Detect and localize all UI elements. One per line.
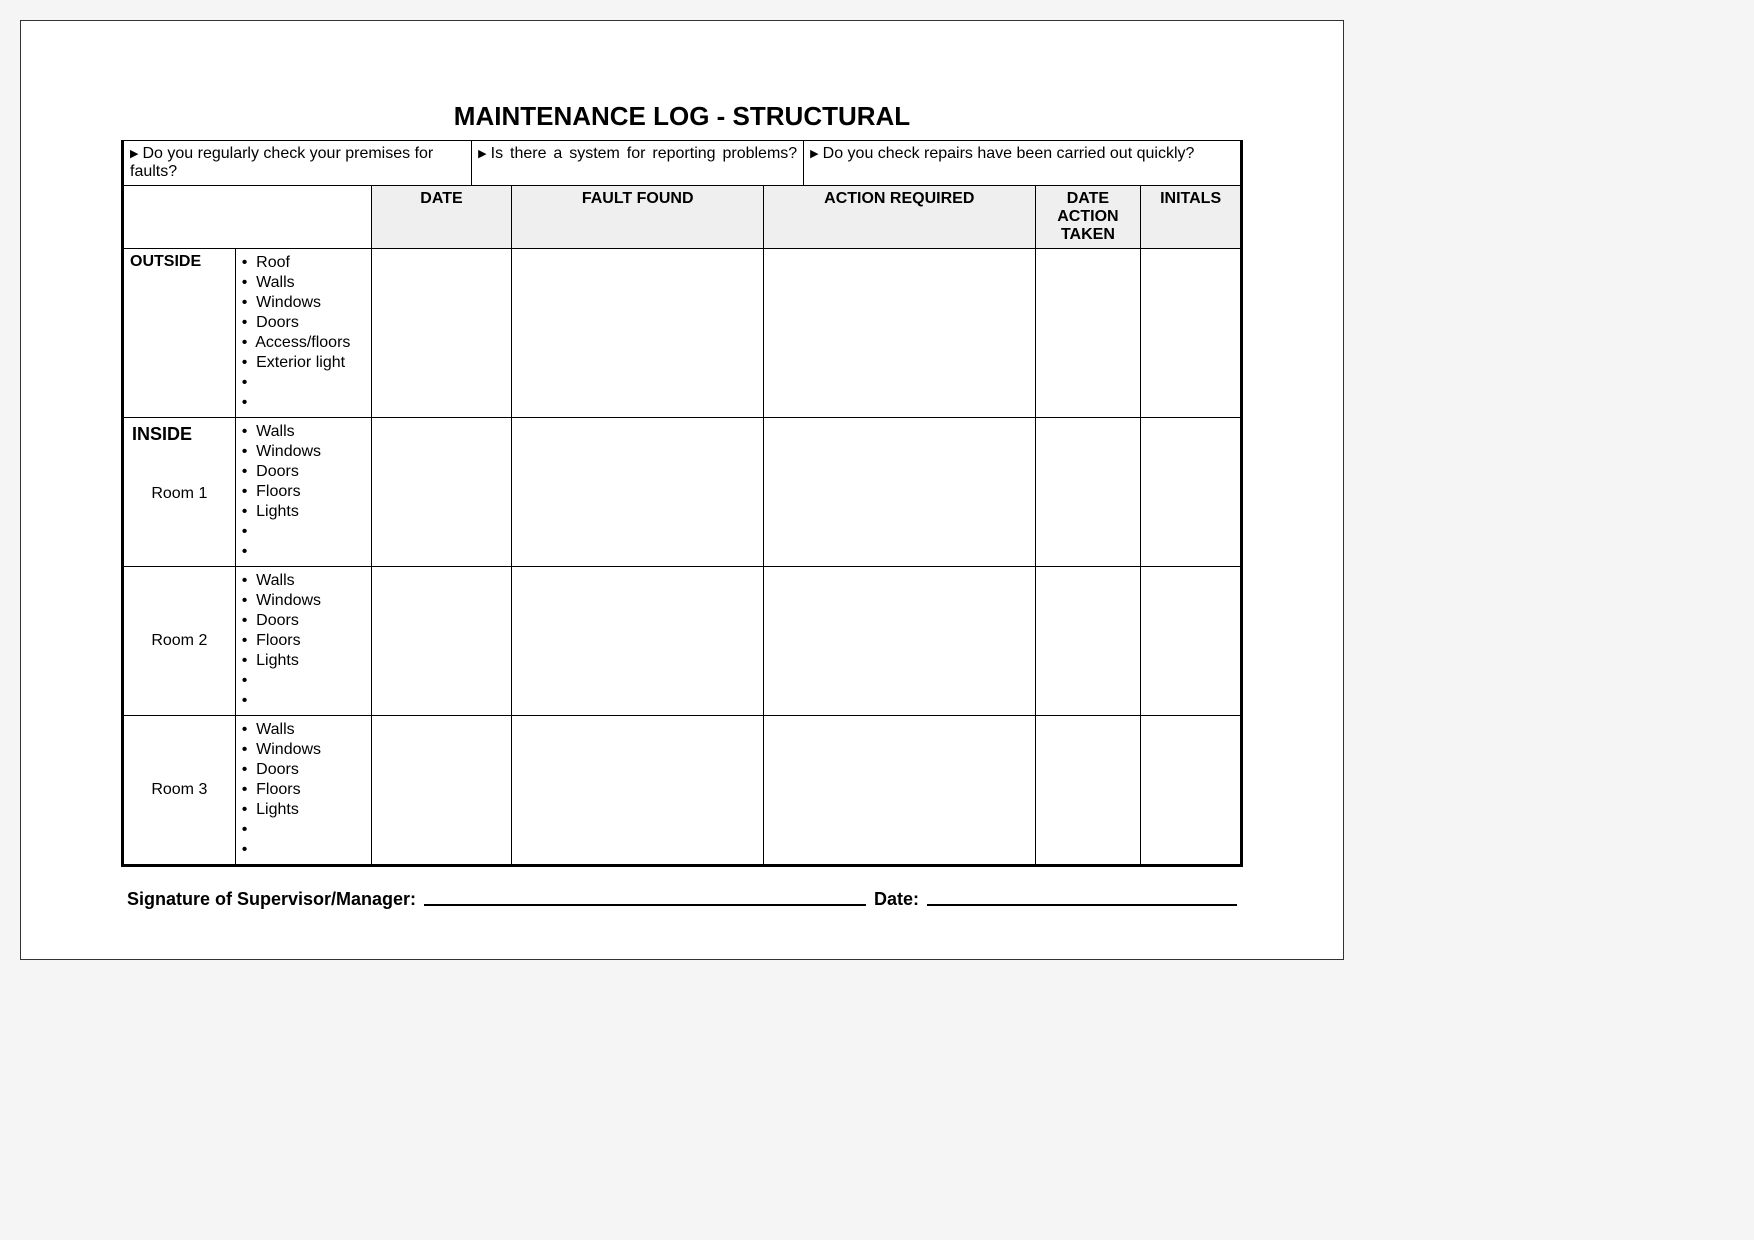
room2-action[interactable] <box>763 567 1035 716</box>
row-room3: Room 3 • Walls• Windows• Doors• Floors• … <box>123 716 1242 866</box>
signature-label: Signature of Supervisor/Manager: <box>127 889 416 910</box>
room1-date[interactable] <box>371 418 512 567</box>
row-room2: Room 2 • Walls• Windows• Doors• Floors• … <box>123 567 1242 716</box>
outside-fault[interactable] <box>512 249 764 418</box>
room3-initials[interactable] <box>1141 716 1242 866</box>
room2-label: Room 2 <box>123 567 236 716</box>
header-row: DATE FAULT FOUND ACTION REQUIRED DATE AC… <box>123 186 1242 249</box>
room2-fault[interactable] <box>512 567 764 716</box>
room1-items: • Walls• Windows• Doors• Floors• Lights•… <box>235 418 371 567</box>
room1-label: Room 1 <box>132 485 227 503</box>
section-inside: INSIDE Room 1 <box>123 418 236 567</box>
maintenance-log-table: ▶Do you regularly check your premises fo… <box>121 140 1243 867</box>
questions-row: ▶Do you regularly check your premises fo… <box>123 141 1242 186</box>
row-outside: OUTSIDE • Roof• Walls• Windows• Doors• A… <box>123 249 1242 418</box>
room3-date-action[interactable] <box>1035 716 1141 866</box>
row-room1: INSIDE Room 1 • Walls• Windows• Doors• F… <box>123 418 1242 567</box>
inside-label: INSIDE <box>132 424 227 445</box>
signature-row: Signature of Supervisor/Manager: Date: <box>121 889 1243 910</box>
room2-date[interactable] <box>371 567 512 716</box>
header-date: DATE <box>371 186 512 249</box>
room1-fault[interactable] <box>512 418 764 567</box>
room3-action[interactable] <box>763 716 1035 866</box>
room2-items: • Walls• Windows• Doors• Floors• Lights•… <box>235 567 371 716</box>
date-line[interactable] <box>927 904 1237 906</box>
question-3: ▶Do you check repairs have been carried … <box>804 141 1242 186</box>
outside-initials[interactable] <box>1141 249 1242 418</box>
header-blank <box>123 186 372 249</box>
room1-initials[interactable] <box>1141 418 1242 567</box>
room3-date[interactable] <box>371 716 512 866</box>
outside-items: • Roof• Walls• Windows• Doors• Access/fl… <box>235 249 371 418</box>
arrow-icon: ▶ <box>130 147 138 160</box>
date-label: Date: <box>874 889 919 910</box>
room3-fault[interactable] <box>512 716 764 866</box>
outside-action[interactable] <box>763 249 1035 418</box>
room1-action[interactable] <box>763 418 1035 567</box>
question-2: ▶Is there a system for reporting problem… <box>472 141 804 186</box>
room2-initials[interactable] <box>1141 567 1242 716</box>
header-action: ACTION REQUIRED <box>763 186 1035 249</box>
header-initials: INITALS <box>1141 186 1242 249</box>
header-fault: FAULT FOUND <box>512 186 764 249</box>
question-1: ▶Do you regularly check your premises fo… <box>123 141 472 186</box>
section-outside-label: OUTSIDE <box>123 249 236 418</box>
arrow-icon: ▶ <box>810 147 818 160</box>
outside-date-action[interactable] <box>1035 249 1141 418</box>
room3-label: Room 3 <box>123 716 236 866</box>
page-title: MAINTENANCE LOG - STRUCTURAL <box>121 101 1243 132</box>
room3-items: • Walls• Windows• Doors• Floors• Lights•… <box>235 716 371 866</box>
room1-date-action[interactable] <box>1035 418 1141 567</box>
outside-date[interactable] <box>371 249 512 418</box>
arrow-icon: ▶ <box>478 147 486 160</box>
header-date-action: DATE ACTION TAKEN <box>1035 186 1141 249</box>
signature-line[interactable] <box>424 904 866 906</box>
page: MAINTENANCE LOG - STRUCTURAL ▶Do you reg… <box>20 20 1344 960</box>
room2-date-action[interactable] <box>1035 567 1141 716</box>
